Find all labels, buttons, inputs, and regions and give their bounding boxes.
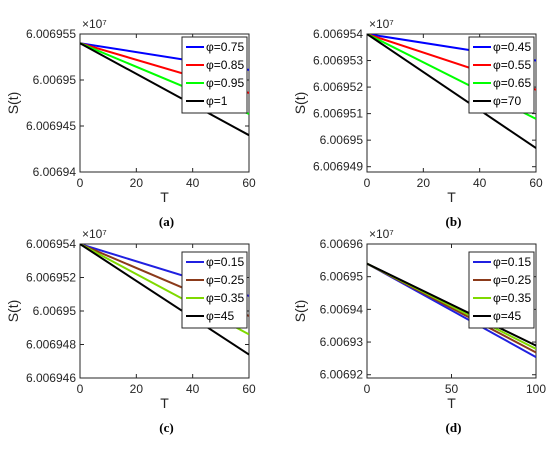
panel-caption: (b): [446, 214, 462, 229]
y-tick-label: 6.006951: [313, 107, 363, 121]
y-tick-label: 6.006955: [26, 27, 76, 41]
y-tick-label: 6.00692: [320, 368, 364, 382]
panel-caption: (c): [159, 420, 173, 435]
legend: φ=0.75 φ=0.85 φ=0.95 φ=1: [181, 36, 248, 114]
x-tick-label: 0: [77, 382, 84, 396]
y-tick-label: 6.006949: [313, 160, 363, 174]
legend-entry-label: φ=0.95: [206, 76, 244, 90]
legend-entry-label: φ=0.35: [493, 291, 531, 305]
y-tick-label: 6.006952: [26, 271, 76, 285]
y-axis-label: S(t): [5, 300, 21, 323]
x-tick-label: 40: [186, 176, 200, 190]
y-tick-label: 6.00693: [320, 335, 364, 349]
y-exponent-label: ×10⁷: [369, 227, 394, 241]
chart-panel-c: 0 20 40 60 6.006946 6.006948 6.00695 6.006952 6.…: [5, 227, 256, 435]
y-tick-label: 6.006952: [313, 80, 363, 94]
legend-entry-label: φ=45: [206, 309, 234, 323]
y-tick-label: 6.00695: [33, 304, 77, 318]
legend-entry-label: φ=0.55: [493, 58, 531, 72]
series-line-4: [367, 34, 536, 149]
y-tick-label: 6.006946: [26, 371, 76, 385]
x-tick-label: 20: [130, 176, 144, 190]
y-tick-label: 6.00696: [320, 237, 364, 251]
y-axis-label: S(t): [5, 92, 21, 115]
legend: φ=0.15 φ=0.25 φ=0.35 φ=45: [181, 251, 248, 329]
y-tick-label: 6.00695: [320, 270, 364, 284]
x-tick-label: 0: [77, 176, 84, 190]
y-tick-label: 6.00694: [33, 165, 77, 179]
y-tick-label: 6.00695: [33, 73, 77, 87]
y-tick-label: 6.006945: [26, 119, 76, 133]
x-tick-label: 60: [529, 176, 543, 190]
legend-entry-label: φ=0.15: [493, 255, 531, 269]
x-tick-label: 0: [364, 382, 371, 396]
x-tick-label: 50: [445, 382, 459, 396]
y-exponent-label: ×10⁷: [369, 17, 394, 31]
x-axis-label: T: [160, 189, 169, 205]
legend: φ=0.45 φ=0.55 φ=0.65 φ=70: [468, 36, 535, 114]
legend-entry-label: φ=70: [493, 94, 521, 108]
chart-panel-d: 0 50 100 6.00692 6.00693 6.00694 6.00695 6.0069…: [292, 227, 546, 435]
legend-entry-label: φ=0.45: [493, 40, 531, 54]
y-exponent-label: ×10⁷: [82, 227, 107, 241]
x-tick-label: 40: [473, 176, 487, 190]
x-axis-label: T: [160, 395, 169, 411]
x-tick-label: 60: [242, 382, 256, 396]
legend-entry-label: φ=0.25: [493, 273, 531, 287]
series-line-4: [80, 244, 249, 356]
panel-caption: (d): [446, 420, 462, 435]
x-axis-label: T: [447, 189, 456, 205]
x-axis-label: T: [447, 395, 456, 411]
x-tick-label: 20: [417, 176, 431, 190]
x-tick-label: 0: [364, 176, 371, 190]
chart-panel-b: 0 20 40 60 6.006949 6.00695 6.006951 6.006952 6.…: [292, 17, 543, 229]
x-tick-label: 40: [186, 382, 200, 396]
legend: φ=0.15 φ=0.25 φ=0.35 φ=45: [468, 251, 535, 329]
legend-entry-label: φ=0.25: [206, 273, 244, 287]
y-tick-label: 6.006954: [313, 27, 363, 41]
legend-entry-label: φ=0.15: [206, 255, 244, 269]
y-tick-label: 6.00694: [320, 302, 364, 316]
legend-entry-label: φ=1: [206, 94, 228, 108]
legend-entry-label: φ=0.35: [206, 291, 244, 305]
legend-entry-label: φ=0.65: [493, 76, 531, 90]
y-exponent-label: ×10⁷: [82, 17, 107, 31]
y-tick-label: 6.006953: [313, 54, 363, 68]
y-tick-label: 6.006948: [26, 338, 76, 352]
legend-entry-label: φ=0.75: [206, 40, 244, 54]
series-line-4: [80, 42, 249, 137]
y-axis-label: S(t): [292, 300, 308, 323]
y-tick-label: 6.006954: [26, 237, 76, 251]
series-line-4: [367, 262, 536, 347]
legend-entry-label: φ=45: [493, 309, 521, 323]
panel-caption: (a): [159, 214, 174, 229]
y-axis-label: S(t): [292, 92, 308, 115]
legend-entry-label: φ=0.85: [206, 58, 244, 72]
x-tick-label: 100: [526, 382, 546, 396]
y-tick-label: 6.00695: [320, 133, 364, 147]
x-tick-label: 60: [242, 176, 256, 190]
x-tick-label: 20: [130, 382, 144, 396]
chart-panel-a: 0 20 40 60 6.00694 6.006945 6.00695 6.006955 ×10…: [5, 17, 256, 229]
